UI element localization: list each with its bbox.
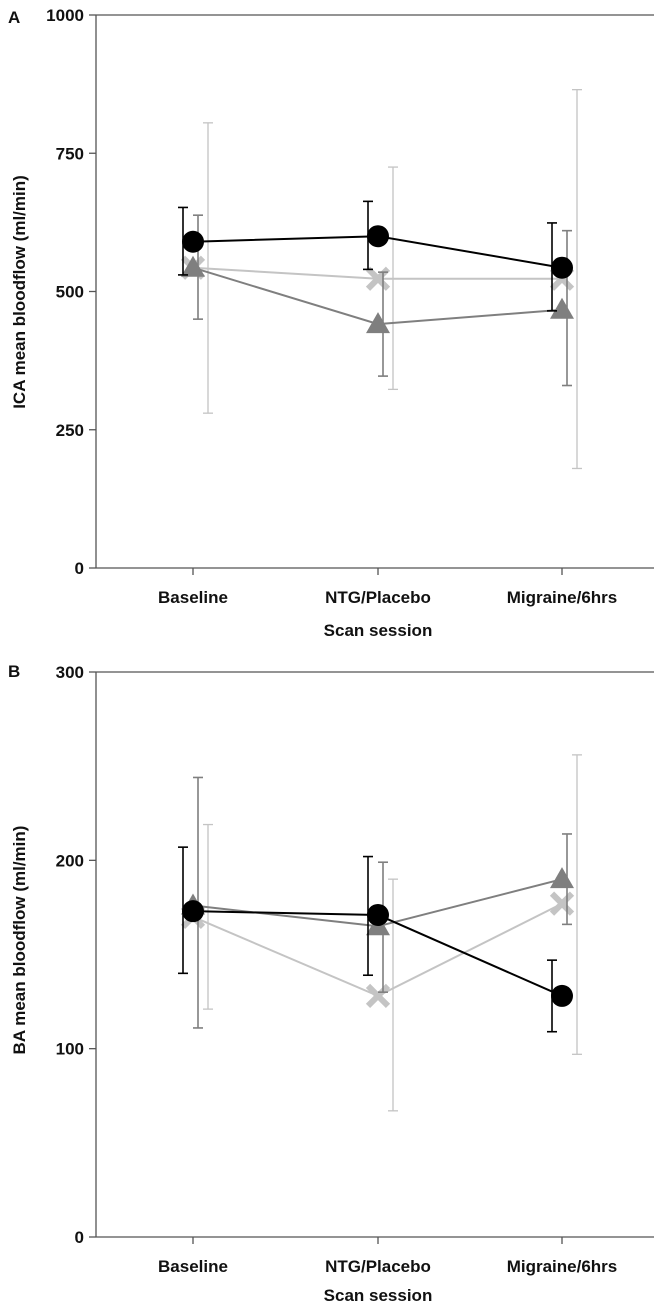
y-tick-label: 500 xyxy=(56,283,84,302)
series-triangle xyxy=(181,776,574,1029)
x-axis-title: Scan session xyxy=(324,621,433,640)
y-tick-label: 0 xyxy=(75,1228,84,1247)
y-tick-label: 100 xyxy=(56,1040,84,1059)
y-tick-label: 300 xyxy=(56,663,84,682)
circle-marker xyxy=(182,900,204,923)
cross-marker xyxy=(365,983,391,1009)
y-tick-label: 200 xyxy=(56,851,84,870)
x-tick-label: Migraine/6hrs xyxy=(507,588,618,607)
y-axis-title: BA mean bloodflow (ml/min) xyxy=(10,826,29,1055)
triangle-marker xyxy=(366,312,390,334)
panel-b: B BA mean bloodflow (ml/min) Scan sessio… xyxy=(8,662,654,1305)
circle-marker xyxy=(367,225,389,248)
y-tick-label: 250 xyxy=(56,421,84,440)
x-axis-title: Scan session xyxy=(324,1286,433,1305)
circle-marker xyxy=(551,984,573,1007)
circle-marker xyxy=(551,256,573,279)
x-tick-label: NTG/Placebo xyxy=(325,588,431,607)
x-tick-label: Baseline xyxy=(158,1257,228,1276)
series-circle xyxy=(178,846,573,1033)
panel-a: A ICA mean bloodflow (ml/min) Scan sessi… xyxy=(8,6,654,640)
circle-marker xyxy=(367,903,389,926)
series-triangle xyxy=(181,214,574,387)
circle-marker xyxy=(182,230,204,253)
y-tick-label: 1000 xyxy=(46,6,84,25)
series-circle xyxy=(178,200,573,312)
x-tick-label: Migraine/6hrs xyxy=(507,1257,618,1276)
cross-marker xyxy=(549,891,575,916)
x-tick-label: Baseline xyxy=(158,588,228,607)
triangle-marker xyxy=(181,255,205,277)
triangle-marker xyxy=(550,867,574,889)
y-tick-label: 0 xyxy=(75,559,84,578)
panel-label: B xyxy=(8,662,20,681)
plot-area: 0 100 200 300 Baseline NTG/Placebo Migraine/6h… xyxy=(56,663,654,1276)
y-axis-title: ICA mean bloodflow (ml/min) xyxy=(10,175,29,409)
y-tick-label: 750 xyxy=(56,144,84,163)
triangle-marker xyxy=(550,297,574,319)
x-tick-label: NTG/Placebo xyxy=(325,1257,431,1276)
panel-label: A xyxy=(8,8,20,27)
plot-area: 0 250 500 750 1000 Baseline NTG/Placebo Migrain… xyxy=(46,6,654,607)
